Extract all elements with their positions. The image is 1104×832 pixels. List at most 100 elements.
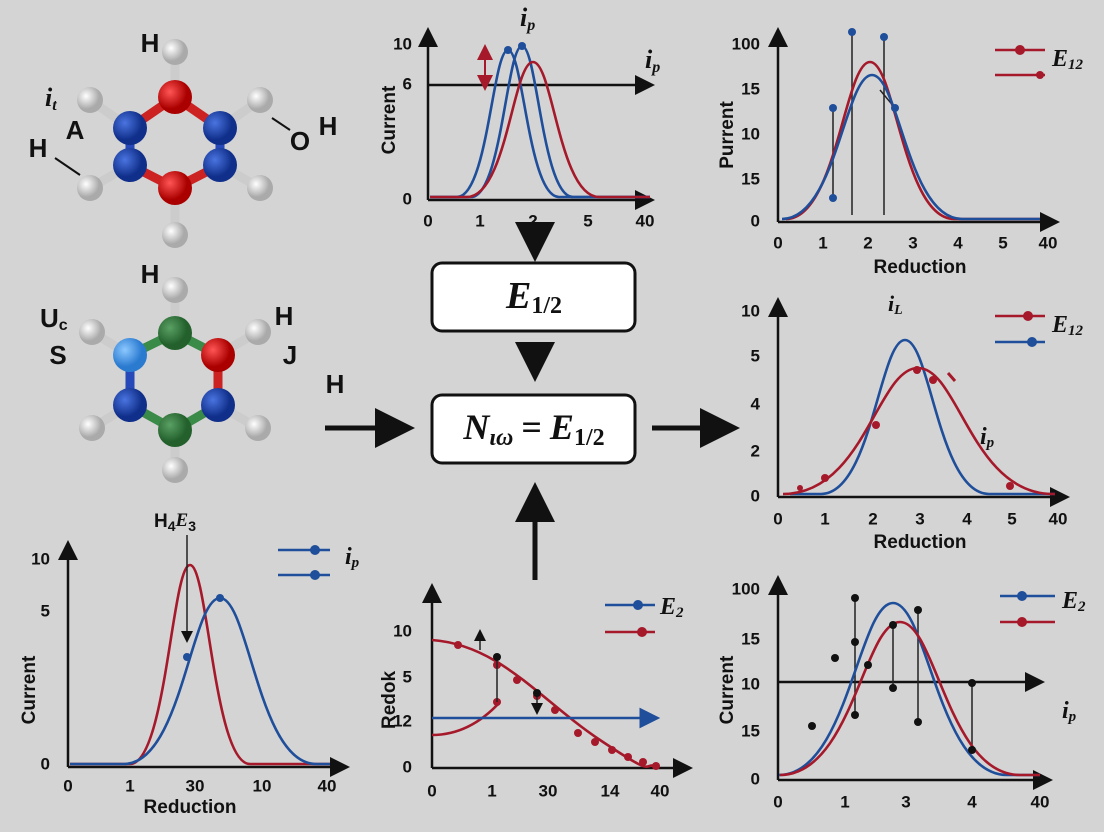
panel: Current E2 ip	[717, 575, 1086, 790]
panel: Purrent Reduction E12	[717, 27, 1084, 278]
flow: E1/2 Nιω = E1/2 H	[325, 222, 740, 580]
y-axis-label: Current	[19, 655, 40, 724]
y-tick-label: 0	[751, 769, 760, 788]
atom-label: H	[319, 111, 338, 141]
x-tick-label: 2	[868, 509, 877, 528]
y-tick-label: 10	[741, 301, 760, 320]
x-tick-label: 4	[967, 792, 977, 811]
y-axis-label: Purrent	[717, 101, 738, 169]
annotation: ip	[1062, 698, 1077, 726]
x-tick-label: 5	[998, 233, 1007, 252]
y-tick-label: 5	[41, 601, 50, 620]
y-tick-label: 10	[741, 674, 760, 693]
curve	[70, 563, 330, 766]
y-tick-label: 12	[393, 711, 412, 730]
panel: Redok E2	[379, 583, 693, 778]
box-label: E1/2	[505, 275, 562, 319]
y-tick-label: 100	[732, 579, 760, 598]
legend-label: ip	[345, 544, 360, 572]
x-tick-label: 3	[915, 509, 924, 528]
x-axis-label: Reduction	[144, 797, 237, 818]
legend-label: E2	[1061, 588, 1086, 616]
atom-label: H	[275, 301, 294, 331]
y-axis-label: Current	[717, 655, 738, 724]
curve	[778, 601, 1040, 777]
y-tick-label: 15	[741, 169, 760, 188]
x-tick-label: 1	[487, 781, 496, 800]
y-tick-label: 0	[751, 486, 760, 505]
x-tick-label: 0	[773, 233, 782, 252]
y-tick-label: 15	[741, 629, 760, 648]
x-tick-label: 0	[773, 509, 782, 528]
box-label: Nιω = E1/2	[462, 407, 604, 450]
panel: Current ip ip	[379, 3, 660, 210]
x-tick-label: 0	[423, 211, 432, 230]
annotation: ip	[645, 45, 660, 76]
x-tick-label: 1	[125, 776, 134, 795]
y-tick-label: 10	[393, 621, 412, 640]
box	[430, 261, 637, 333]
box	[430, 393, 637, 465]
y-tick-label: 5	[751, 346, 760, 365]
x-tick-label: 4	[953, 233, 963, 252]
curve	[430, 60, 650, 199]
x-tick-label: 3	[901, 792, 910, 811]
y-tick-label: 2	[751, 441, 760, 460]
panel-title: H4E3	[154, 510, 196, 533]
x-tick-label: 1	[818, 233, 827, 252]
x-tick-label: 0	[63, 776, 72, 795]
x-tick-label: 40	[1039, 233, 1058, 252]
y-axis-label: Current	[379, 85, 400, 154]
panel: Reduction E12 iL ip	[768, 291, 1084, 553]
curve	[790, 338, 1055, 496]
y-tick-label: 10	[393, 34, 412, 53]
legend-label: E12	[1051, 46, 1084, 74]
y-tick-label: 10	[741, 124, 760, 143]
atom-label: J	[283, 340, 297, 370]
x-tick-label: 40	[651, 781, 670, 800]
legend-label: E2	[659, 594, 684, 622]
y-tick-label: 0	[41, 754, 50, 773]
y-tick-label: 6	[403, 74, 412, 93]
x-tick-label: 40	[318, 776, 337, 795]
atom-label: A	[66, 115, 85, 145]
x-tick-label: 30	[186, 776, 205, 795]
atom-label: it	[45, 83, 57, 114]
molecule: H Uc S H J	[40, 259, 297, 483]
x-tick-label: 4	[962, 509, 972, 528]
y-tick-label: 0	[751, 211, 760, 230]
x-tick-label: 5	[583, 211, 592, 230]
y-tick-label: 15	[741, 79, 760, 98]
x-tick-label: 2	[528, 211, 537, 230]
y-tick-label: 10	[31, 549, 50, 568]
x-tick-label: 3	[908, 233, 917, 252]
x-tick-label: 1	[475, 211, 484, 230]
curve	[781, 73, 1040, 221]
x-tick-label: 0	[427, 781, 436, 800]
x-tick-label: 40	[636, 211, 655, 230]
y-tick-label: 15	[741, 721, 760, 740]
x-tick-label: 40	[1031, 792, 1050, 811]
x-tick-label: 30	[539, 781, 558, 800]
y-tick-label: 5	[403, 667, 412, 686]
x-tick-label: 40	[1049, 509, 1068, 528]
x-tick-label: 2	[863, 233, 872, 252]
y-tick-label: 100	[732, 34, 760, 53]
x-tick-label: 0	[773, 792, 782, 811]
x-tick-label: 5	[1007, 509, 1016, 528]
curve	[785, 60, 1040, 221]
y-tick-label: 0	[403, 757, 412, 776]
y-tick-label: 4	[751, 394, 761, 413]
x-tick-label: 1	[820, 509, 829, 528]
panel: H4E3 Current Reduction ip	[19, 510, 360, 818]
annotation: iL	[888, 291, 903, 318]
annotation: ip	[980, 424, 995, 452]
legend-label: E12	[1051, 312, 1084, 340]
y-tick-label: 0	[403, 189, 412, 208]
x-tick-label: 14	[601, 781, 620, 800]
atom-label: S	[49, 340, 66, 370]
y-axis-label: Redok	[379, 671, 400, 730]
arrow-label: H	[326, 369, 345, 399]
